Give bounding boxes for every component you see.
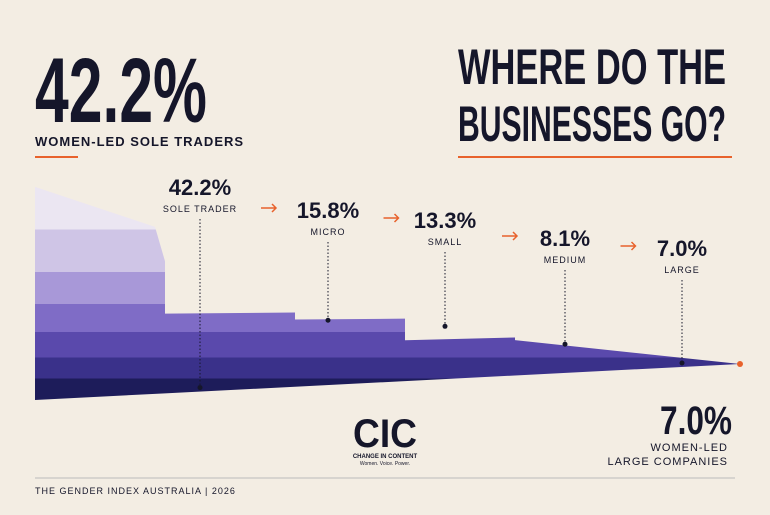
arrow — [502, 231, 519, 241]
logo-tagline: Women. Voice. Power. — [360, 461, 410, 467]
funnel-segment — [515, 340, 740, 376]
stage-label: LARGE — [664, 265, 700, 275]
stage-label: SOLE TRADER — [163, 204, 237, 214]
logo-name: CHANGE IN CONTENT — [353, 454, 418, 460]
stage-label: SMALL — [428, 237, 463, 247]
funnel — [35, 186, 740, 400]
stage-value: 7.0% — [657, 236, 707, 261]
end-caption: LARGE COMPANIES — [607, 456, 728, 468]
funnel-segment — [35, 186, 165, 400]
title-line: BUSINESSES GO? — [458, 96, 726, 152]
end-value: 7.0% — [660, 399, 732, 443]
tip-dot — [737, 361, 743, 367]
stage-value: 8.1% — [540, 226, 590, 251]
arrow — [261, 203, 278, 213]
headline-value: 42.2% — [35, 40, 207, 142]
logo-mark: CIC — [353, 412, 417, 456]
stage-value: 15.8% — [297, 198, 359, 223]
stage-label: MICRO — [311, 227, 346, 237]
leader-dot — [197, 385, 203, 391]
leader-dot — [679, 360, 685, 366]
headline-caption: WOMEN-LED SOLE TRADERS — [35, 134, 244, 149]
arrow — [620, 241, 637, 251]
funnel-segment — [405, 337, 515, 382]
title-line: WHERE DO THE — [458, 39, 726, 95]
arrow — [383, 213, 400, 223]
end-caption: WOMEN-LED — [651, 442, 728, 454]
funnel-segment — [295, 318, 405, 387]
stage-value: 42.2% — [169, 175, 231, 200]
leader-dot — [325, 317, 331, 323]
funnel-segment — [165, 312, 295, 394]
stage-value: 13.3% — [414, 208, 476, 233]
stage-label: MEDIUM — [544, 255, 587, 265]
leader-dot — [562, 341, 568, 347]
footer: THE GENDER INDEX AUSTRALIA | 2026 — [35, 486, 236, 496]
leader-dot — [442, 323, 448, 329]
